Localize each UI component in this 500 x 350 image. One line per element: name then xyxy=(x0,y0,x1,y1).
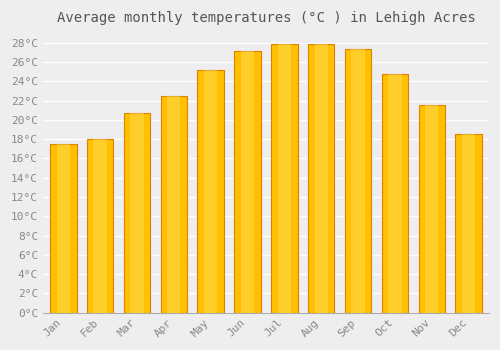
Bar xyxy=(382,74,408,313)
Bar xyxy=(308,44,334,313)
Title: Average monthly temperatures (°C ) in Lehigh Acres: Average monthly temperatures (°C ) in Le… xyxy=(56,11,476,25)
Bar xyxy=(425,105,438,313)
Bar xyxy=(241,50,254,313)
Bar xyxy=(271,44,297,313)
Bar xyxy=(87,139,114,313)
Bar xyxy=(167,96,180,313)
Bar xyxy=(130,113,143,313)
Bar xyxy=(418,105,445,313)
Bar xyxy=(345,49,372,313)
Bar xyxy=(388,74,402,313)
Bar xyxy=(278,44,291,313)
Bar xyxy=(124,113,150,313)
Bar xyxy=(204,70,218,313)
Bar xyxy=(456,134,482,313)
Bar xyxy=(198,70,224,313)
Bar xyxy=(160,96,187,313)
Bar xyxy=(352,49,364,313)
Bar xyxy=(314,44,328,313)
Bar xyxy=(94,139,106,313)
Bar xyxy=(234,50,261,313)
Bar xyxy=(56,144,70,313)
Bar xyxy=(462,134,475,313)
Bar xyxy=(50,144,76,313)
